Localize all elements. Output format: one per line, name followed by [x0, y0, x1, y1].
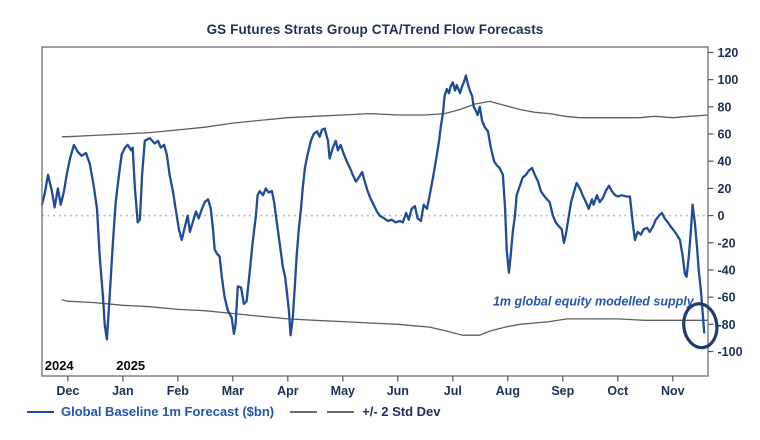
y-tick-label: 0 — [718, 209, 725, 223]
y-tick-label: 40 — [718, 155, 732, 169]
x-tick-label: Apr — [277, 384, 299, 398]
x-tick-label: Dec — [56, 384, 79, 398]
annotation-label: 1m global equity modelled supply — [493, 294, 695, 308]
x-tick-label: Mar — [222, 384, 244, 398]
x-tick-label: May — [331, 384, 355, 398]
legend-forecast-label: Global Baseline 1m Forecast ($bn) — [61, 404, 275, 419]
legend-stddev-dash-icon — [327, 410, 355, 413]
x-tick-label: Nov — [661, 384, 685, 398]
legend: Global Baseline 1m Forecast ($bn) +/- 2 … — [27, 404, 441, 419]
y-tick-label: 80 — [718, 100, 732, 114]
x-tick-label: Jun — [387, 384, 409, 398]
y-tick-label: -60 — [718, 291, 736, 305]
legend-stddev-dash-icon — [290, 410, 318, 413]
x-tick-label: Jan — [112, 384, 134, 398]
y-tick-label: 20 — [718, 182, 732, 196]
y-tick-label: -100 — [718, 345, 743, 359]
lower-stddev-band-line — [61, 299, 709, 336]
x-tick-label: Aug — [496, 384, 520, 398]
y-tick-label: 60 — [718, 128, 732, 142]
highlight-ellipse — [682, 302, 719, 350]
chart-title: GS Futures Strats Group CTA/Trend Flow F… — [206, 22, 544, 37]
legend-stddev-label: +/- 2 Std Dev — [362, 404, 441, 419]
x-tick-label: Feb — [167, 384, 190, 398]
plot-border — [41, 46, 709, 377]
forecast-line — [40, 74, 706, 341]
year-label: 2025 — [116, 358, 145, 373]
legend-forecast-line-swatch — [27, 410, 54, 413]
y-tick-label: -20 — [718, 236, 736, 250]
y-tick-label: -40 — [718, 263, 736, 277]
year-label: 2024 — [45, 358, 75, 373]
y-tick-label: 100 — [718, 73, 739, 87]
y-tick-label: 120 — [718, 46, 739, 60]
x-tick-label: Sep — [551, 384, 574, 398]
x-tick-label: Oct — [607, 384, 629, 398]
x-tick-label: Jul — [444, 384, 462, 398]
upper-stddev-band-line — [61, 100, 709, 138]
y-tick-label: -80 — [718, 318, 736, 332]
